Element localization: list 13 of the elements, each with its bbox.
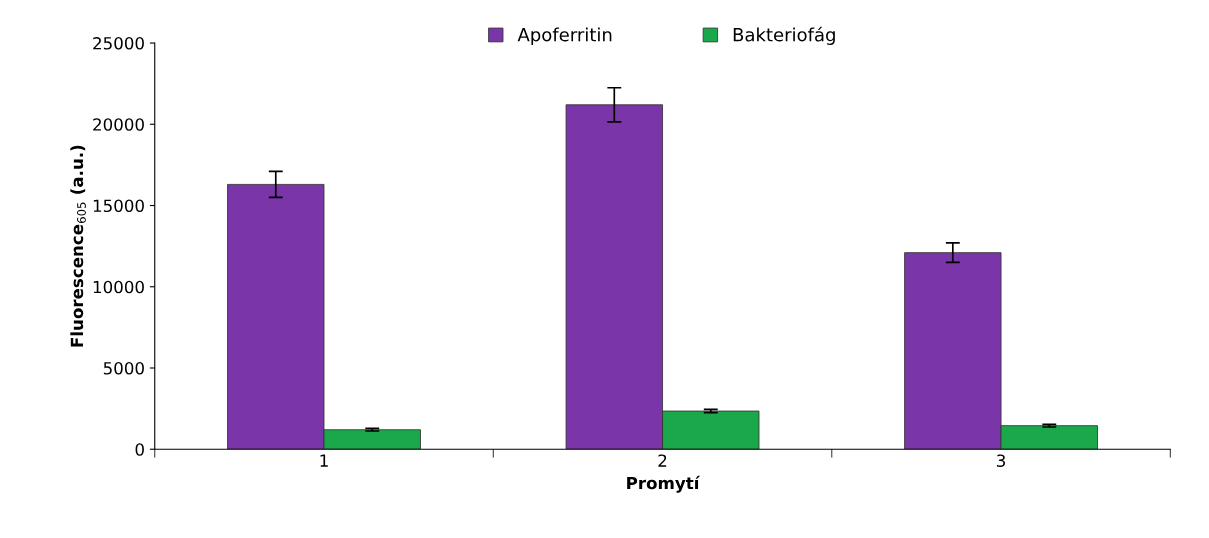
y-tick-label: 10000 <box>93 280 144 294</box>
x-tick-label: 2 <box>658 454 667 467</box>
x-tick-label: 1 <box>320 454 328 467</box>
y-tick-label: 0 <box>135 443 144 456</box>
x-axis-title: Promytí <box>627 475 701 493</box>
y-tick-label: 5000 <box>103 361 144 375</box>
y-tick-label: 25000 <box>93 37 144 50</box>
x-tick-label: 3 <box>997 454 1006 467</box>
legend-label: Bakteriofág <box>733 26 835 45</box>
legend-label: Apoferritin <box>517 27 612 45</box>
y-axis-title: Fluorescence$_{605}$ (a.u.) <box>70 145 86 347</box>
y-tick-label: 20000 <box>93 118 144 131</box>
y-tick-label: 15000 <box>93 199 144 213</box>
